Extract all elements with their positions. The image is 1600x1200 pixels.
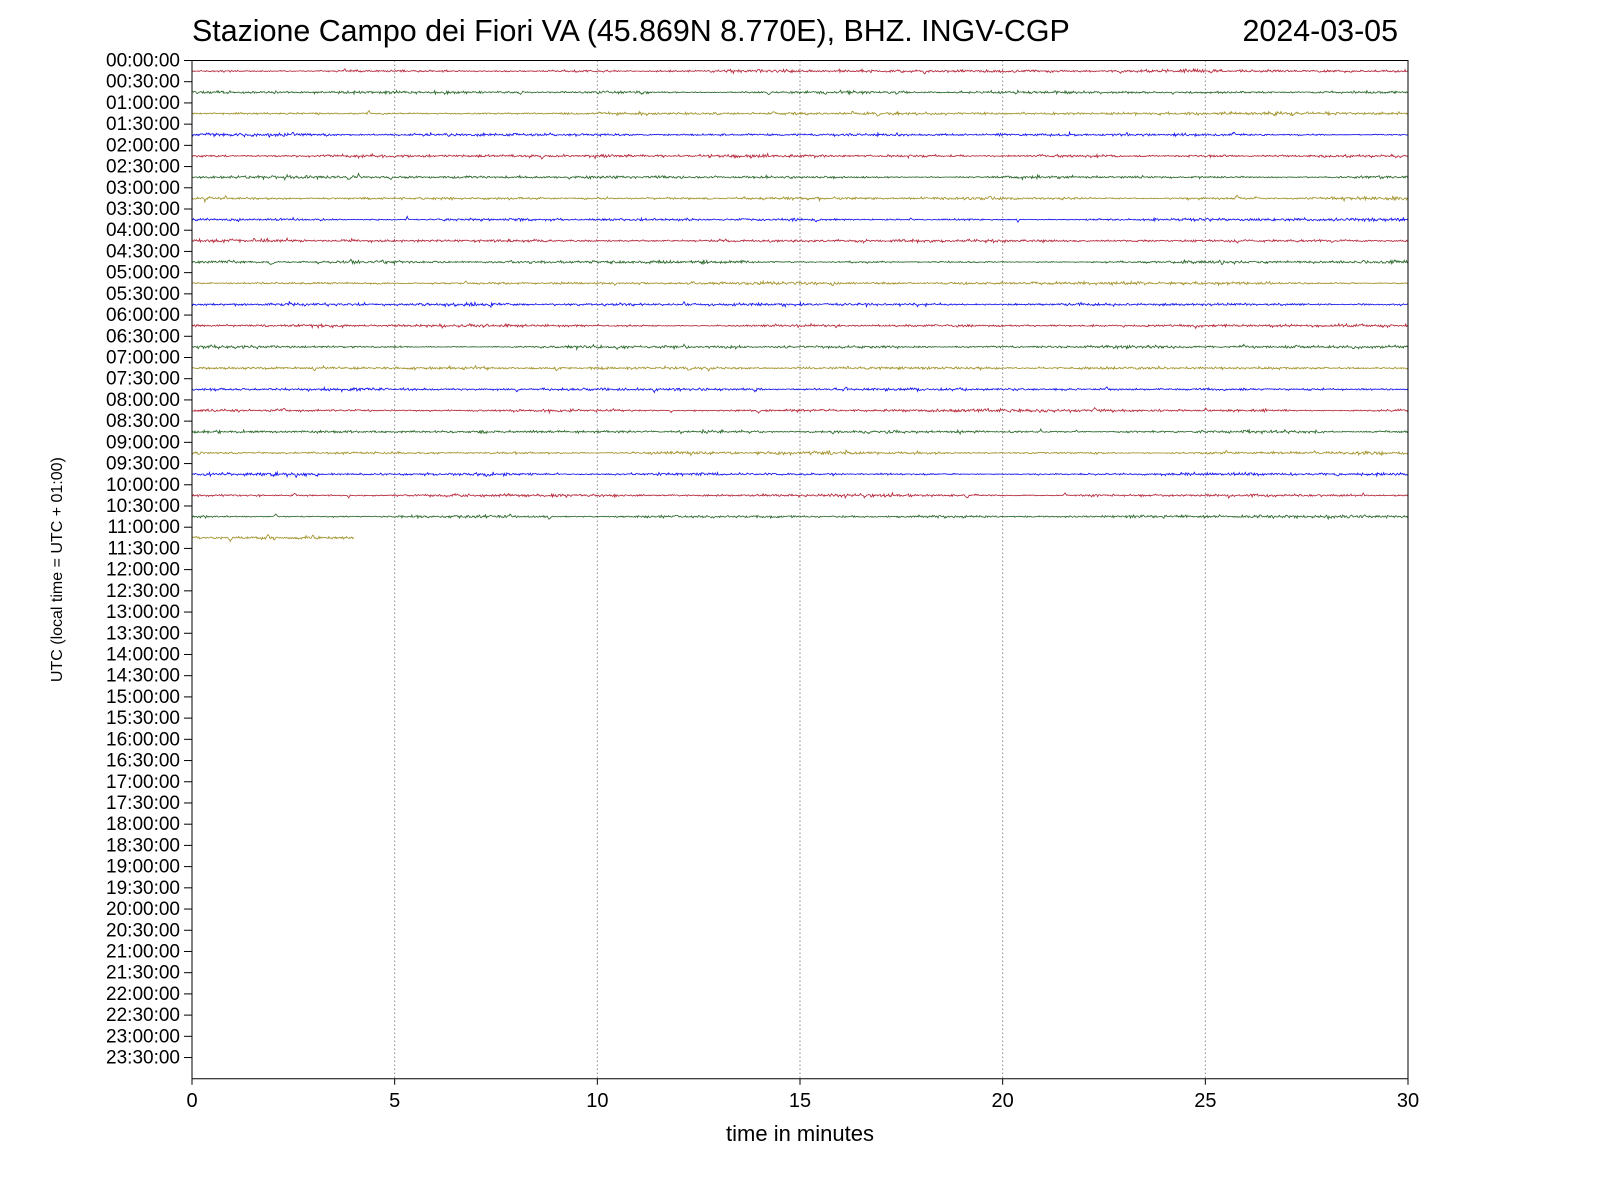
svg-text:10: 10 (586, 1090, 608, 1112)
svg-text:14:00:00: 14:00:00 (106, 644, 180, 665)
svg-text:05:00:00: 05:00:00 (106, 263, 180, 284)
svg-text:00:00:00: 00:00:00 (106, 51, 180, 72)
svg-text:01:00:00: 01:00:00 (106, 93, 180, 114)
svg-text:09:00:00: 09:00:00 (106, 432, 180, 453)
svg-text:Stazione Campo dei Fiori VA (4: Stazione Campo dei Fiori VA (45.869N 8.7… (192, 14, 1070, 48)
svg-text:18:30:00: 18:30:00 (106, 835, 180, 856)
svg-text:11:30:00: 11:30:00 (107, 538, 180, 559)
svg-text:20:00:00: 20:00:00 (106, 899, 180, 920)
svg-text:30: 30 (1397, 1090, 1419, 1112)
svg-text:08:30:00: 08:30:00 (106, 411, 180, 432)
svg-text:04:00:00: 04:00:00 (106, 220, 180, 241)
svg-text:19:00:00: 19:00:00 (106, 857, 180, 878)
svg-text:00:30:00: 00:30:00 (106, 72, 180, 93)
svg-text:14:30:00: 14:30:00 (106, 666, 180, 687)
svg-text:21:00:00: 21:00:00 (106, 941, 180, 962)
svg-text:04:30:00: 04:30:00 (106, 241, 180, 262)
svg-text:10:00:00: 10:00:00 (106, 475, 180, 496)
svg-text:06:30:00: 06:30:00 (106, 326, 180, 347)
svg-text:11:00:00: 11:00:00 (107, 517, 180, 538)
svg-text:07:30:00: 07:30:00 (106, 369, 180, 390)
svg-text:UTC (local time = UTC + 01:00): UTC (local time = UTC + 01:00) (49, 457, 66, 682)
svg-text:09:30:00: 09:30:00 (106, 454, 180, 475)
svg-text:0: 0 (186, 1090, 197, 1112)
svg-text:22:30:00: 22:30:00 (106, 1005, 180, 1026)
svg-text:03:30:00: 03:30:00 (106, 199, 180, 220)
svg-text:13:30:00: 13:30:00 (106, 623, 180, 644)
svg-text:18:00:00: 18:00:00 (106, 814, 180, 835)
svg-text:23:30:00: 23:30:00 (106, 1048, 180, 1069)
svg-text:01:30:00: 01:30:00 (106, 114, 180, 135)
svg-text:time in minutes: time in minutes (726, 1121, 874, 1146)
svg-text:12:30:00: 12:30:00 (106, 581, 180, 602)
svg-text:16:00:00: 16:00:00 (106, 729, 180, 750)
svg-text:19:30:00: 19:30:00 (106, 878, 180, 899)
svg-text:10:30:00: 10:30:00 (106, 496, 180, 517)
svg-text:15:30:00: 15:30:00 (106, 708, 180, 729)
svg-text:12:00:00: 12:00:00 (106, 560, 180, 581)
svg-text:20:30:00: 20:30:00 (106, 920, 180, 941)
svg-text:05:30:00: 05:30:00 (106, 284, 180, 305)
svg-text:16:30:00: 16:30:00 (106, 751, 180, 772)
svg-text:21:30:00: 21:30:00 (106, 963, 180, 984)
svg-text:13:00:00: 13:00:00 (106, 602, 180, 623)
svg-text:20: 20 (992, 1090, 1014, 1112)
svg-text:02:30:00: 02:30:00 (106, 157, 180, 178)
svg-text:15: 15 (789, 1090, 811, 1112)
svg-text:08:00:00: 08:00:00 (106, 390, 180, 411)
svg-text:15:00:00: 15:00:00 (106, 687, 180, 708)
svg-text:07:00:00: 07:00:00 (106, 347, 180, 368)
svg-text:03:00:00: 03:00:00 (106, 178, 180, 199)
svg-text:17:30:00: 17:30:00 (106, 793, 180, 814)
svg-text:2024-03-05: 2024-03-05 (1243, 14, 1398, 48)
svg-text:22:00:00: 22:00:00 (106, 984, 180, 1005)
svg-text:5: 5 (389, 1090, 400, 1112)
svg-text:17:00:00: 17:00:00 (106, 772, 180, 793)
svg-text:06:00:00: 06:00:00 (106, 305, 180, 326)
svg-text:23:00:00: 23:00:00 (106, 1026, 180, 1047)
svg-text:25: 25 (1194, 1090, 1216, 1112)
svg-text:02:00:00: 02:00:00 (106, 135, 180, 156)
